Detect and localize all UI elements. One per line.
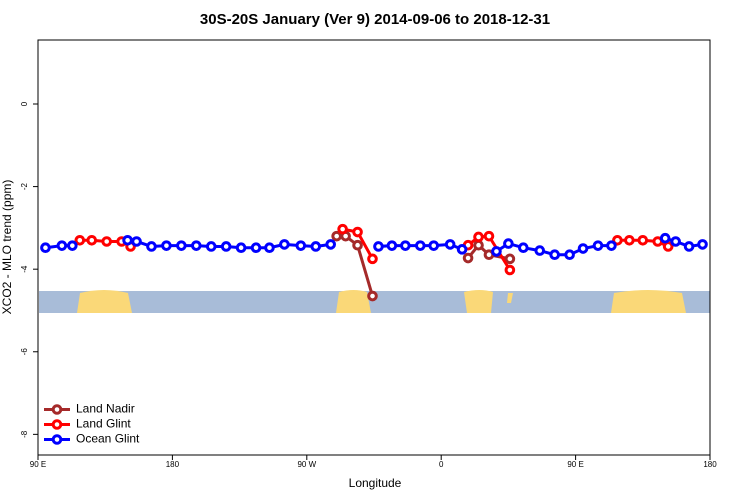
data-point <box>337 223 348 235</box>
data-point <box>131 236 142 247</box>
data-point <box>606 240 617 251</box>
data-point <box>220 241 232 252</box>
data-point <box>367 290 378 302</box>
x-tick-label: 90 E <box>30 460 46 469</box>
land-strip <box>39 290 710 313</box>
data-point <box>295 240 307 251</box>
data-point <box>367 253 378 265</box>
data-point <box>637 234 649 246</box>
data-point <box>264 242 275 254</box>
data-point <box>86 234 98 246</box>
data-point <box>414 240 426 251</box>
land-patch <box>611 290 686 313</box>
data-point <box>176 240 187 251</box>
legend-marker <box>51 404 63 415</box>
y-tick-label: 0 <box>20 101 29 106</box>
ocean-strip <box>39 291 710 313</box>
data-point <box>491 246 502 257</box>
legend-label: Ocean Glint <box>76 432 140 446</box>
data-point <box>325 239 336 250</box>
data-point <box>534 245 546 256</box>
x-tick-label: 90 E <box>567 460 583 469</box>
data-point <box>331 230 342 242</box>
data-point <box>549 249 560 261</box>
land-patch <box>507 293 513 303</box>
data-point <box>659 232 671 244</box>
legend-marker <box>51 434 63 445</box>
x-tick-label: 0 <box>439 460 444 469</box>
data-point <box>456 244 468 255</box>
plot-frame <box>37 39 711 456</box>
data-point <box>190 240 202 251</box>
data-point <box>56 240 68 251</box>
data-point <box>386 240 398 251</box>
x-tick-label: 90 W <box>297 460 316 469</box>
data-point <box>473 231 484 243</box>
data-point <box>577 243 589 254</box>
data-point <box>310 241 322 252</box>
data-point <box>504 253 516 265</box>
y-tick-label: -2 <box>20 182 29 190</box>
data-point <box>122 234 133 246</box>
data-point <box>352 239 363 251</box>
data-point <box>235 242 247 254</box>
legend-label: Land Nadir <box>76 402 135 416</box>
data-point <box>146 241 157 252</box>
data-point <box>670 236 681 247</box>
data-point <box>518 242 529 254</box>
x-axis-label: Longitude <box>349 476 402 490</box>
data-point <box>161 240 172 251</box>
data-point <box>444 239 456 250</box>
data-point <box>74 234 86 246</box>
data-point <box>473 239 484 251</box>
x-tick-label: 180 <box>703 460 717 469</box>
land-patch <box>464 290 493 313</box>
data-point <box>428 240 440 251</box>
data-point <box>373 241 384 252</box>
data-point <box>483 230 495 242</box>
data-point <box>504 264 516 276</box>
data-point <box>101 236 112 247</box>
legend-marker <box>51 419 63 430</box>
data-point <box>250 242 262 254</box>
y-tick-label: -4 <box>20 265 29 273</box>
y-tick-label: -8 <box>20 430 29 438</box>
data-point <box>697 239 708 250</box>
data-point <box>503 238 514 249</box>
x-tick-label: 180 <box>166 460 180 469</box>
data-point <box>624 234 635 246</box>
data-point <box>592 240 604 251</box>
data-point <box>662 241 674 252</box>
land-patch <box>77 290 132 313</box>
data-point <box>564 249 575 261</box>
data-point <box>205 241 217 252</box>
data-point <box>462 252 474 264</box>
data-point <box>683 241 695 252</box>
y-tick-label: -6 <box>20 348 29 356</box>
data-point <box>40 242 51 254</box>
data-point <box>352 226 363 238</box>
data-point <box>612 234 623 246</box>
chart-title: 30S-20S January (Ver 9) 2014-09-06 to 20… <box>200 11 550 28</box>
y-axis-label: XCO2 - MLO trend (ppm) <box>0 180 14 315</box>
land-patch <box>336 290 371 313</box>
legend-label: Land Glint <box>76 417 131 431</box>
data-point <box>400 240 411 251</box>
data-point <box>67 240 78 251</box>
data-point <box>279 239 290 250</box>
